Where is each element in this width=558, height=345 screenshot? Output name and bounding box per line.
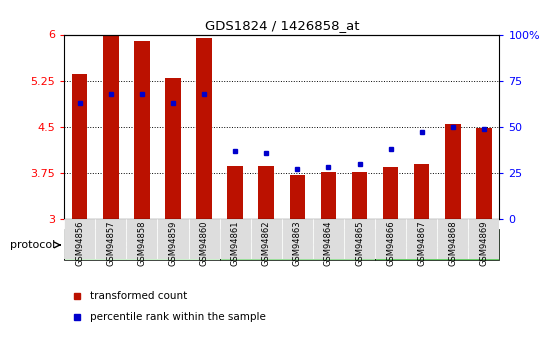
Text: GSM94869: GSM94869 — [479, 220, 488, 266]
Text: protocol: protocol — [9, 240, 55, 250]
Text: transformed count: transformed count — [90, 292, 187, 302]
Bar — [220, 219, 251, 259]
Bar — [95, 219, 126, 259]
Text: GSM94864: GSM94864 — [324, 220, 333, 266]
Bar — [72, 75, 88, 219]
Bar — [64, 219, 95, 259]
Bar — [64, 229, 220, 260]
Bar — [196, 38, 212, 219]
Bar — [189, 219, 220, 259]
Text: GSM94861: GSM94861 — [230, 220, 239, 266]
Text: GSM94867: GSM94867 — [417, 220, 426, 266]
Text: Nanog knockdown: Nanog knockdown — [249, 240, 345, 250]
Text: GSM94866: GSM94866 — [386, 220, 395, 266]
Text: GSM94863: GSM94863 — [293, 220, 302, 266]
Bar — [157, 219, 189, 259]
Bar — [126, 219, 157, 259]
Bar — [134, 41, 150, 219]
Bar — [220, 229, 375, 260]
Text: GSM94860: GSM94860 — [200, 220, 209, 266]
Bar — [282, 219, 313, 259]
Title: GDS1824 / 1426858_at: GDS1824 / 1426858_at — [205, 19, 359, 32]
Bar — [414, 164, 430, 219]
Text: Oct4 knockdown: Oct4 knockdown — [394, 240, 481, 250]
Bar — [165, 78, 181, 219]
Bar — [290, 175, 305, 219]
Text: GSM94859: GSM94859 — [169, 220, 177, 266]
Text: percentile rank within the sample: percentile rank within the sample — [90, 312, 266, 322]
Bar — [375, 229, 499, 260]
Text: GSM94868: GSM94868 — [448, 220, 457, 266]
Bar — [228, 166, 243, 219]
Bar — [437, 219, 468, 259]
Text: Control: Control — [123, 240, 161, 250]
Bar — [468, 219, 499, 259]
Bar — [352, 172, 367, 219]
Bar — [313, 219, 344, 259]
Bar — [383, 167, 398, 219]
Text: GSM94856: GSM94856 — [75, 220, 84, 266]
Text: GSM94862: GSM94862 — [262, 220, 271, 266]
Text: GSM94865: GSM94865 — [355, 220, 364, 266]
Bar — [251, 219, 282, 259]
Bar — [375, 219, 406, 259]
Bar — [258, 166, 274, 219]
Bar — [445, 124, 460, 219]
Bar — [321, 172, 336, 219]
Text: GSM94857: GSM94857 — [107, 220, 116, 266]
Text: GSM94858: GSM94858 — [137, 220, 146, 266]
Bar — [406, 219, 437, 259]
Bar — [344, 219, 375, 259]
Bar — [103, 36, 119, 219]
Bar — [476, 128, 492, 219]
